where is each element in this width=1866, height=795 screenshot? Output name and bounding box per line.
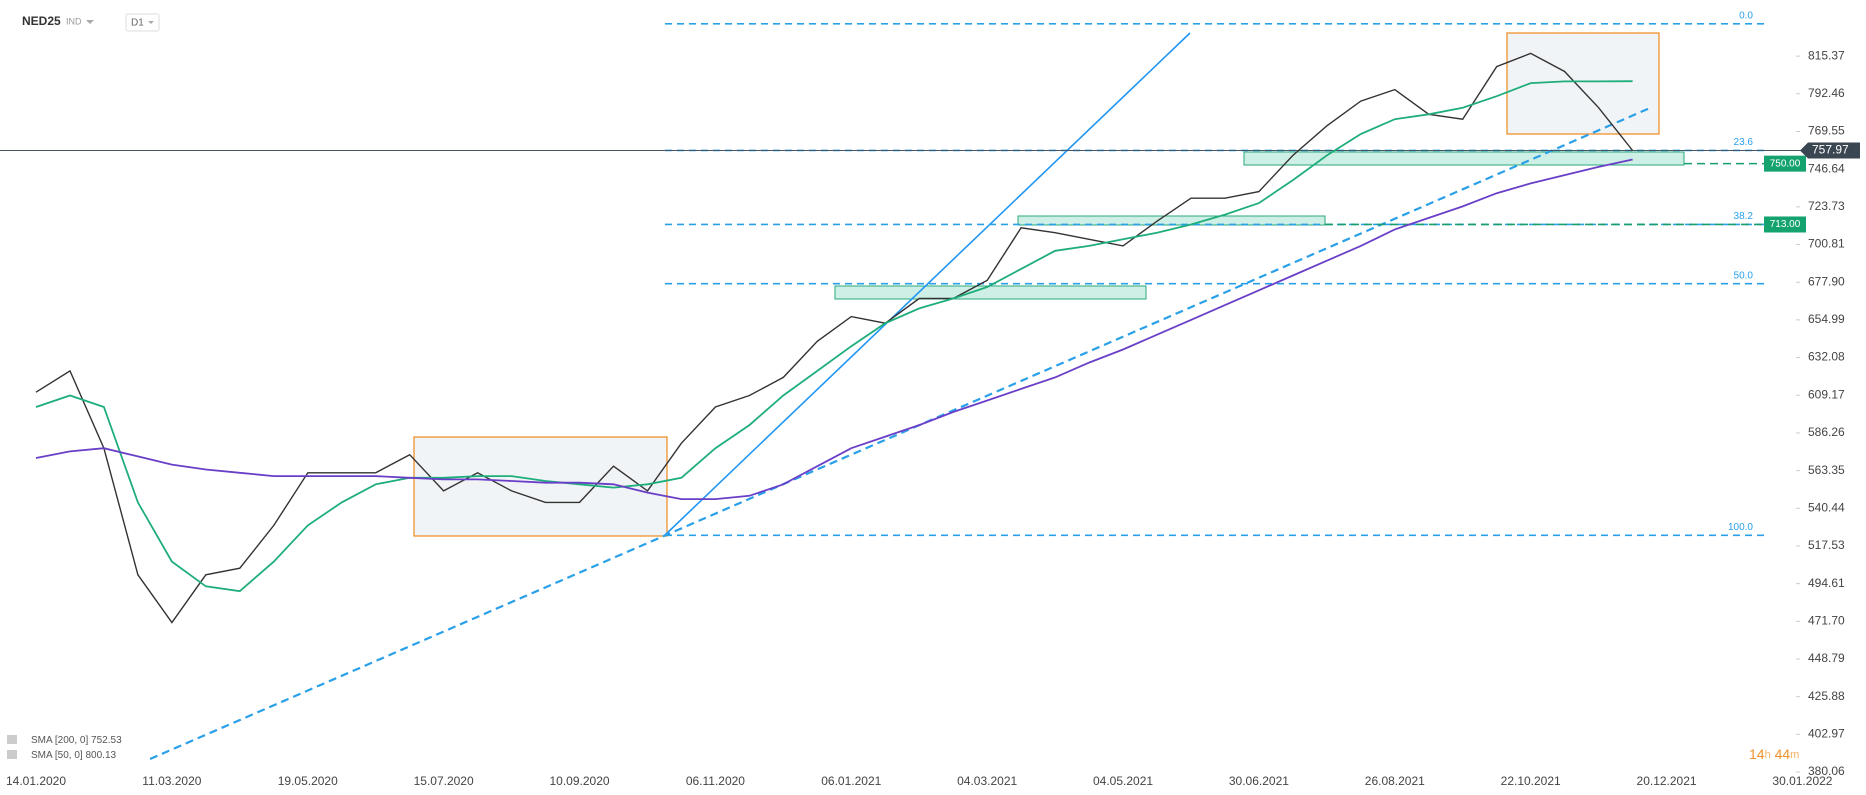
y-tick-label: 586.26: [1808, 425, 1845, 439]
x-tick-label: 06.11.2020: [686, 774, 745, 788]
price-line: [35, 52, 1634, 624]
y-tick-label: 380.06: [1808, 764, 1845, 778]
x-tick-label: 10.09.2020: [549, 774, 609, 788]
level-badge: [1764, 216, 1806, 233]
interval-box[interactable]: [125, 13, 160, 32]
y-tick-label: 517.53: [1808, 538, 1845, 552]
y-tick-label: 677.90: [1808, 274, 1845, 288]
fib-label: 0.0: [1739, 10, 1753, 21]
y-tick-label: 563.35: [1808, 463, 1845, 477]
support-zone: [1243, 151, 1685, 166]
x-tick-label: 22.10.2021: [1501, 774, 1561, 788]
fib-label: 23.6: [1734, 137, 1754, 148]
x-tick-label: 19.05.2020: [278, 774, 338, 788]
y-tick-label: 723.73: [1808, 199, 1845, 213]
dropdown-arrow[interactable]: [86, 20, 94, 24]
y-tick-label: 792.46: [1808, 86, 1845, 100]
y-tick-label: 425.88: [1808, 689, 1845, 703]
level-badge: [1764, 155, 1806, 172]
fib-label: 100.0: [1728, 522, 1753, 533]
candle-timer: 14h 44m: [1749, 746, 1799, 762]
sma-line: [35, 80, 1633, 593]
interval[interactable]: D1: [131, 18, 144, 29]
sma-line: [35, 158, 1633, 500]
y-tick-label: 769.55: [1808, 124, 1845, 138]
dropdown-arrow[interactable]: [148, 21, 154, 24]
level-label: 750.00: [1770, 158, 1801, 169]
x-tick-label: 26.08.2021: [1365, 774, 1425, 788]
y-tick-label: 654.99: [1808, 312, 1845, 326]
fib-label: 38.2: [1734, 211, 1754, 222]
y-tick-label: 540.44: [1808, 500, 1845, 514]
y-tick-label: 609.17: [1808, 387, 1845, 401]
y-tick-label: 632.08: [1808, 350, 1845, 364]
x-tick-label: 04.05.2021: [1093, 774, 1153, 788]
level-label: 713.00: [1770, 219, 1801, 230]
y-tick-label: 448.79: [1808, 651, 1845, 665]
symbol[interactable]: NED25: [22, 14, 61, 28]
y-tick-label: 746.64: [1808, 161, 1845, 175]
legend-icon[interactable]: [7, 750, 17, 759]
y-tick-label: 471.70: [1808, 614, 1845, 628]
support-zone: [834, 285, 1147, 300]
last-price-badge: [1800, 142, 1860, 159]
x-tick-label: 20.12.2021: [1637, 774, 1697, 788]
y-tick-label: 815.37: [1808, 48, 1845, 62]
legend-sma200: SMA [200, 0] 752.53: [31, 735, 122, 746]
legend-sma50: SMA [50, 0] 800.13: [31, 750, 117, 761]
trend-line: [663, 32, 1191, 537]
support-zone: [1017, 215, 1326, 226]
legend-icon[interactable]: [7, 735, 17, 744]
x-tick-label: 11.03.2020: [142, 774, 201, 788]
fib-label: 50.0: [1734, 270, 1754, 281]
x-tick-label: 30.01.2022: [1772, 774, 1832, 788]
x-tick-label: 15.07.2020: [414, 774, 474, 788]
x-tick-label: 14.01.2020: [6, 774, 66, 788]
y-tick-label: 402.97: [1808, 727, 1845, 741]
y-tick-label: 700.81: [1808, 237, 1845, 251]
x-tick-label: 04.03.2021: [957, 774, 1017, 788]
y-tick-label: 494.61: [1808, 576, 1845, 590]
x-tick-label: 06.01.2021: [821, 774, 881, 788]
instrument-kind: IND: [66, 16, 82, 26]
x-tick-label: 30.06.2021: [1229, 774, 1289, 788]
last-price-label: 757.97: [1812, 143, 1849, 157]
